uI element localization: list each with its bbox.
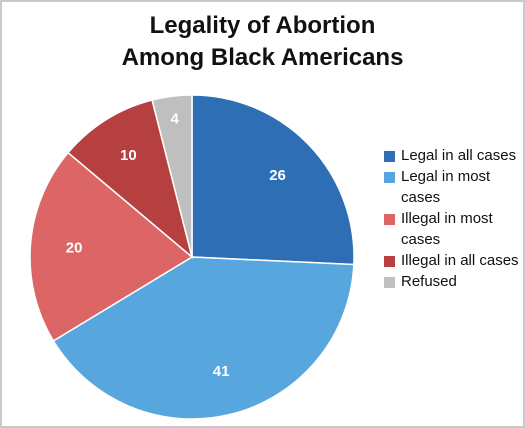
pie-slices xyxy=(29,94,355,420)
pie-slice-legal-most xyxy=(52,256,355,420)
pie-slice-illegal-most xyxy=(29,151,194,342)
pie-value-label-refused: 4 xyxy=(171,110,180,127)
legend-swatch-legal-all xyxy=(384,151,395,162)
pie-value-label-illegal-most: 20 xyxy=(66,239,83,256)
legend-item-illegal-most: Illegal in most cases xyxy=(384,208,519,250)
pie-slice-illegal-all xyxy=(67,99,194,260)
legend-label-refused: Refused xyxy=(401,273,457,290)
legend-label-illegal-all: Illegal in all cases xyxy=(401,252,519,269)
legend-swatch-legal-most xyxy=(384,172,395,183)
chart-title-line-1: Legality of Abortion xyxy=(149,12,376,39)
pie-value-labels: 26 41 20 10 4 xyxy=(66,110,286,380)
legend-item-legal-most: Legal in most cases xyxy=(384,166,519,208)
legend-item-refused: Refused xyxy=(384,271,519,292)
legend-label-legal-most: Legal in most cases xyxy=(401,168,491,206)
legend-label-illegal-most: Illegal in most cases xyxy=(401,210,493,248)
pie-slice-refused xyxy=(151,94,193,258)
legend-item-legal-all: Legal in all cases xyxy=(384,145,519,166)
legend-swatch-refused xyxy=(384,277,395,288)
pie-value-label-illegal-all: 10 xyxy=(120,147,137,164)
chart-title-line-2: Among Black Americans xyxy=(121,44,404,71)
chart-title: Legality of Abortion Among Black America… xyxy=(0,10,525,74)
legend: Legal in all cases Legal in most cases I… xyxy=(384,145,519,292)
pie-value-label-legal-most: 41 xyxy=(213,363,230,380)
legend-swatch-illegal-all xyxy=(384,256,395,267)
legend-swatch-illegal-most xyxy=(384,214,395,225)
legend-item-illegal-all: Illegal in all cases xyxy=(384,250,519,271)
legend-label-legal-all: Legal in all cases xyxy=(401,147,517,164)
pie-slice-legal-all xyxy=(191,94,355,266)
pie-value-label-legal-all: 26 xyxy=(269,167,286,184)
